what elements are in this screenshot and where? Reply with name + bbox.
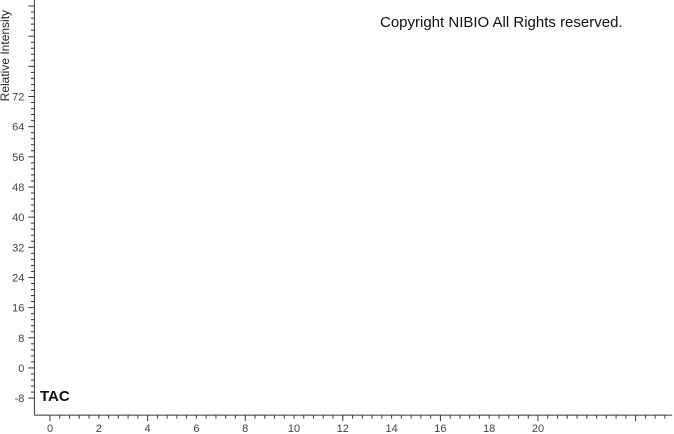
svg-text:72: 72 [12, 92, 24, 104]
svg-text:16: 16 [12, 303, 24, 315]
svg-text:64: 64 [12, 122, 24, 134]
svg-text:4: 4 [145, 423, 151, 434]
svg-text:24: 24 [12, 272, 24, 284]
svg-text:Relative Intensity: Relative Intensity [0, 10, 12, 101]
svg-text:-8: -8 [15, 393, 25, 405]
svg-text:20: 20 [532, 423, 544, 434]
svg-text:8: 8 [242, 423, 248, 434]
svg-text:2: 2 [96, 423, 102, 434]
svg-text:14: 14 [385, 423, 397, 434]
svg-text:32: 32 [12, 242, 24, 254]
svg-text:6: 6 [193, 423, 199, 434]
svg-text:10: 10 [288, 423, 300, 434]
svg-text:12: 12 [337, 423, 349, 434]
svg-text:56: 56 [12, 152, 24, 164]
svg-text:48: 48 [12, 182, 24, 194]
svg-text:8: 8 [18, 333, 24, 345]
svg-text:40: 40 [12, 212, 24, 224]
svg-text:0: 0 [47, 423, 53, 434]
svg-text:0: 0 [18, 363, 24, 375]
svg-text:18: 18 [483, 423, 495, 434]
svg-text:16: 16 [434, 423, 446, 434]
